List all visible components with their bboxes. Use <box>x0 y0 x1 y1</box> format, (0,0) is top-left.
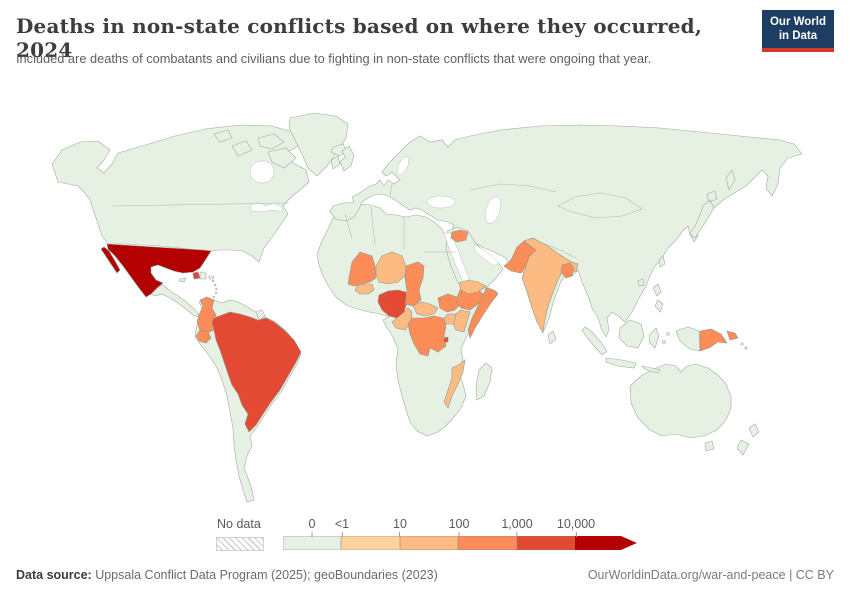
legend-segment-0[interactable] <box>283 536 342 550</box>
legend-segment-1,000–10,000[interactable] <box>516 536 575 550</box>
island-new-zealand <box>736 423 760 456</box>
country-mexico[interactable] <box>100 243 212 298</box>
island-sulawesi <box>648 327 660 349</box>
hudson-bay <box>249 160 275 184</box>
island-tasmania <box>704 440 715 452</box>
caspian-sea <box>484 196 502 224</box>
owid-logo-line1: Our World <box>769 16 826 28</box>
legend-tick-1,000: 1,000 <box>501 517 533 537</box>
pacific-islands <box>662 332 748 350</box>
country-new-britain[interactable] <box>726 330 739 341</box>
island-lesser-sunda <box>641 365 661 374</box>
country-ecuador[interactable] <box>195 329 212 344</box>
island-sumatra <box>581 326 608 356</box>
legend-no-data-swatch[interactable] <box>216 537 264 551</box>
legend-tick-10: 10 <box>393 517 407 537</box>
legend-tick-100: 100 <box>449 517 469 537</box>
legend-tick-<1: <1 <box>335 517 349 537</box>
legend-segment-<1–10[interactable] <box>341 536 400 550</box>
legend-segment-100–1,000[interactable] <box>458 536 517 550</box>
data-source-note: Data source: Uppsala Conflict Data Progr… <box>16 568 438 582</box>
island-borneo <box>618 319 645 349</box>
lesser-antilles <box>211 279 218 299</box>
island-sri-lanka <box>547 330 557 345</box>
legend-segment-10–100[interactable] <box>399 536 459 550</box>
country-syria[interactable] <box>450 229 469 243</box>
country-burundi[interactable] <box>443 336 449 343</box>
island-jamaica <box>178 277 187 283</box>
legend-segment-10,000+[interactable] <box>574 536 637 550</box>
country-brazil[interactable] <box>211 311 302 433</box>
landmass-central-america <box>149 284 200 318</box>
legend-tick-10,000: 10,000 <box>557 517 595 537</box>
data-source-text: Uppsala Conflict Data Program (2025); ge… <box>91 568 438 582</box>
landmass-greenland <box>288 112 349 177</box>
country-bangladesh[interactable] <box>560 262 575 279</box>
owid-logo-line2: in Data <box>778 30 818 43</box>
owid-link[interactable]: OurWorldinData.org/war-and-peace | CC BY <box>587 568 834 582</box>
page-title: Deaths in non-state conflicts based on w… <box>16 14 703 62</box>
country-india[interactable] <box>521 237 579 334</box>
country-central-african-republic[interactable] <box>412 301 439 317</box>
island-puerto-rico <box>208 275 215 280</box>
country-haiti[interactable] <box>192 271 201 280</box>
country-south-sudan[interactable] <box>437 293 461 313</box>
island-japan <box>689 190 718 239</box>
chart-subtitle: Included are deaths of combatants and ci… <box>16 51 652 66</box>
country-yemen[interactable] <box>458 279 487 295</box>
country-papua-new-guinea[interactable] <box>699 328 728 352</box>
island-java <box>605 357 637 369</box>
country-uganda[interactable] <box>443 313 457 325</box>
legend-color-bar <box>283 536 637 550</box>
black-sea <box>426 195 456 209</box>
legend-no-data-label: No data <box>217 517 261 531</box>
legend-tick-0: 0 <box>309 517 315 537</box>
island-madagascar <box>475 362 493 401</box>
country-chad[interactable] <box>404 261 425 307</box>
country-borders <box>111 183 643 259</box>
landmass-north-america <box>51 124 310 263</box>
island-hainan <box>637 278 645 287</box>
country-mali[interactable] <box>347 251 377 287</box>
country-burkina-faso[interactable] <box>354 283 375 295</box>
baltic-sea <box>396 156 410 176</box>
arctic-islands <box>213 129 297 169</box>
island-sakhalin <box>725 169 736 191</box>
region-french-guiana-no-data[interactable] <box>255 309 266 321</box>
island-philippines <box>652 283 664 313</box>
country-drc[interactable] <box>407 315 447 357</box>
great-lakes <box>249 201 284 213</box>
data-source-label: Data source: <box>16 568 92 582</box>
persian-gulf <box>473 243 500 267</box>
country-mozambique[interactable] <box>443 359 466 409</box>
island-taiwan <box>658 255 666 268</box>
landmass-australia <box>629 363 732 439</box>
country-somalia[interactable] <box>467 287 499 339</box>
island-britain <box>339 145 355 172</box>
owid-logo[interactable]: Our World in Data <box>761 10 834 52</box>
island-dominican-republic <box>199 271 207 280</box>
island-ireland <box>330 155 341 170</box>
island-new-guinea-west <box>675 326 701 352</box>
